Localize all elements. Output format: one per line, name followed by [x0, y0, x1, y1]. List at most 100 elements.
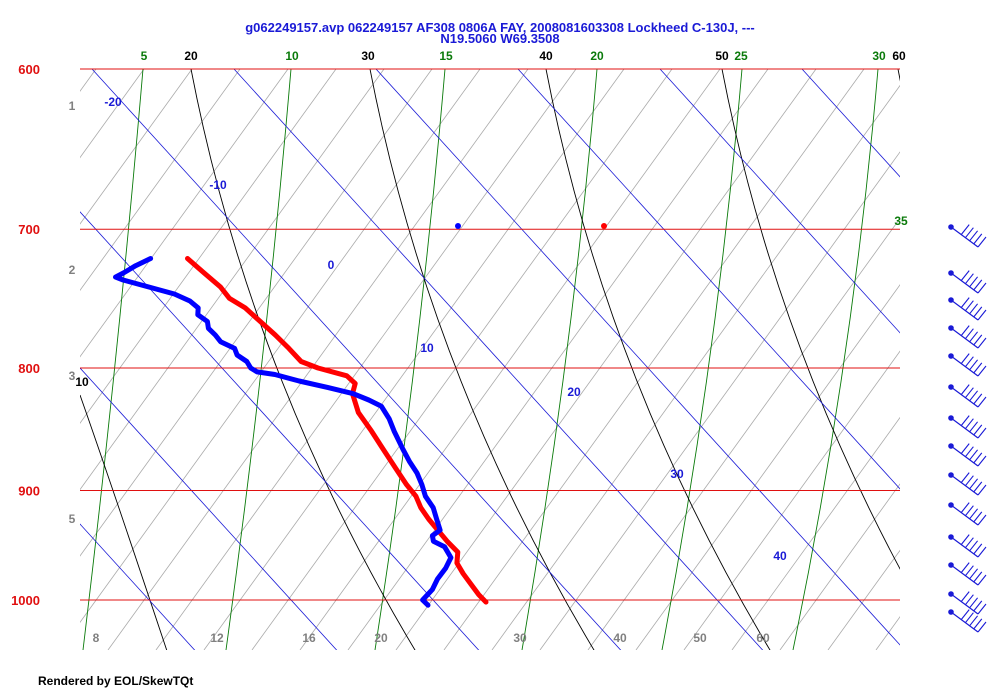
temperature-marker [601, 223, 607, 229]
wind-barb-feather [969, 568, 979, 580]
wind-barb-feather [964, 505, 974, 517]
isotherm-label: 40 [773, 549, 787, 563]
height-label: 5 [69, 512, 76, 526]
wind-barb-feather [977, 309, 987, 321]
wind-barb [948, 591, 987, 615]
wind-barb-staff [950, 536, 979, 558]
wind-barb-feather [964, 227, 974, 239]
wind-barb [948, 325, 987, 349]
pressure-label: 600 [18, 62, 40, 77]
mixing-ratio-line [80, 69, 289, 358]
wind-barb [948, 472, 987, 496]
dry-adiabat-label: 20 [184, 49, 198, 63]
isotherm-label: 0 [328, 258, 335, 272]
mixing-ratio-line [80, 69, 433, 557]
wind-barb-staff [950, 386, 979, 408]
dry-adiabat-label: 10 [75, 375, 89, 389]
wind-barb [948, 534, 987, 558]
pressure-label: 1000 [11, 593, 40, 608]
wind-barb-staff [950, 299, 979, 321]
isotherm-line [233, 69, 764, 650]
mixing-ratio-line [731, 416, 900, 650]
chart-title-line1: g062249157.avp 062249157 AF308 0806A FAY… [245, 20, 755, 35]
chart-title-line2: N19.5060 W69.3508 [440, 31, 559, 46]
wind-barb-feather [977, 484, 987, 496]
dry-adiabat-label: 60 [892, 49, 906, 63]
wind-barb-feather [960, 534, 970, 545]
isotherm-line [659, 69, 900, 334]
wind-barb-staff [950, 564, 979, 586]
wind-barb-feather [960, 325, 970, 336]
dry-adiabat-line [897, 69, 900, 82]
wind-barb-feather [969, 615, 979, 627]
wind-barb-feather [964, 273, 974, 285]
isotherm-line [80, 367, 338, 650]
mixing-ratio-label: 60 [756, 631, 770, 645]
wind-barb [948, 443, 987, 467]
mixing-ratio-line [924, 69, 1000, 650]
wind-barb-feather [973, 306, 983, 318]
dry-adiabat-line [190, 69, 416, 650]
wind-barb-feather [973, 362, 983, 374]
wind-barb-feather [964, 446, 974, 458]
mixing-ratio-line [347, 69, 769, 650]
mixing-ratio-line [107, 69, 529, 650]
wind-barb-staff [950, 327, 979, 349]
moist-adiabat-line [374, 69, 446, 650]
wind-barb [948, 297, 987, 321]
wind-barb-feather [977, 514, 987, 526]
dewpoint-profile [113, 256, 454, 608]
dry-adiabat-line [721, 69, 900, 570]
wind-barb-feather [973, 543, 983, 555]
isotherm-label: -10 [209, 178, 227, 192]
isobar-lines [80, 68, 900, 601]
wind-barb-feather [964, 356, 974, 368]
dry-adiabat-lines [80, 69, 900, 650]
mixing-ratio-line [827, 549, 900, 650]
wind-barb-feather [964, 328, 974, 340]
wind-barb-feather [969, 597, 979, 609]
dry-adiabat-line [545, 69, 771, 650]
wind-barb-feather [969, 478, 979, 490]
mixing-ratio-line [80, 69, 385, 491]
wind-barb-staff [950, 593, 979, 615]
dry-adiabat-line [369, 69, 595, 650]
mixing-ratio-line [443, 69, 865, 650]
wind-barb [948, 224, 987, 248]
wind-barb [948, 270, 987, 294]
wind-barb-feather [960, 297, 970, 308]
wind-barb-feather [977, 337, 987, 349]
wind-barb-feather [960, 415, 970, 426]
wind-barb-feather [964, 387, 974, 399]
wind-barb-feather [969, 449, 979, 461]
wind-barb-feather [973, 571, 983, 583]
wind-barb-feather [969, 303, 979, 315]
wind-barb-feather [977, 621, 987, 633]
isotherm-label: 10 [420, 341, 434, 355]
wind-barb-feather [964, 565, 974, 577]
wind-barb-feather [969, 508, 979, 520]
wind-barb-feather [977, 603, 987, 615]
mixing-ratio-line [875, 616, 900, 650]
wind-barb [948, 415, 987, 439]
wind-barb-feather [960, 609, 970, 620]
isotherm-label: -20 [104, 95, 122, 109]
wind-barb-feather [960, 384, 970, 395]
wind-barb-feather [969, 421, 979, 433]
dry-adiabat-label: 40 [539, 49, 553, 63]
wind-barb-staff [950, 474, 979, 496]
mixing-ratio-line [635, 284, 900, 650]
mixing-ratio-line [683, 350, 900, 650]
moist-adiabat-label: 20 [590, 49, 604, 63]
mixing-ratio-line [491, 84, 900, 650]
height-label: 1 [69, 99, 76, 113]
pressure-label: 800 [18, 361, 40, 376]
wind-barb-feather [969, 331, 979, 343]
isotherm-line [801, 69, 900, 178]
dry-adiabat-label: 30 [361, 49, 375, 63]
wind-barb-staff [950, 226, 979, 248]
dry-adiabat-label: 50 [715, 49, 729, 63]
mixing-ratio-line [80, 69, 241, 292]
pressure-label: 900 [18, 483, 40, 498]
mixing-ratio-line [80, 69, 337, 424]
